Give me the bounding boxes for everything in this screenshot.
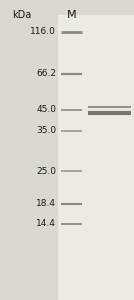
Text: kDa: kDa — [12, 11, 31, 20]
Text: 25.0: 25.0 — [36, 167, 56, 176]
Text: 14.4: 14.4 — [36, 219, 56, 228]
Text: M: M — [67, 11, 77, 20]
Text: 35.0: 35.0 — [36, 126, 56, 135]
Bar — [58, 15, 134, 300]
Text: 18.4: 18.4 — [36, 200, 56, 208]
Text: 116.0: 116.0 — [30, 27, 56, 36]
Text: 66.2: 66.2 — [36, 69, 56, 78]
Text: 45.0: 45.0 — [36, 105, 56, 114]
